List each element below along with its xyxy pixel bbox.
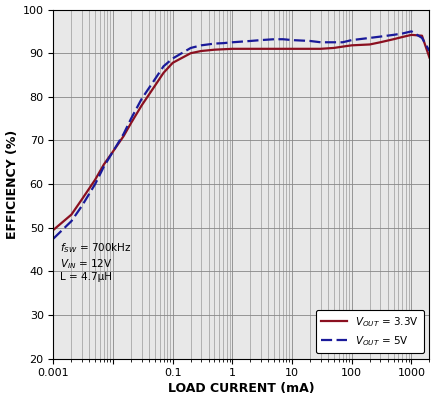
Legend: $V_{OUT}$ = 3.3V, $V_{OUT}$ = 5V: $V_{OUT}$ = 3.3V, $V_{OUT}$ = 5V <box>315 310 423 353</box>
X-axis label: LOAD CURRENT (mA): LOAD CURRENT (mA) <box>168 383 314 395</box>
Y-axis label: EFFICIENCY (%): EFFICIENCY (%) <box>6 130 19 239</box>
Text: $f_{SW}$ = 700kHz
$V_{IN}$ = 12V
L = 4.7μH: $f_{SW}$ = 700kHz $V_{IN}$ = 12V L = 4.7… <box>60 241 132 282</box>
